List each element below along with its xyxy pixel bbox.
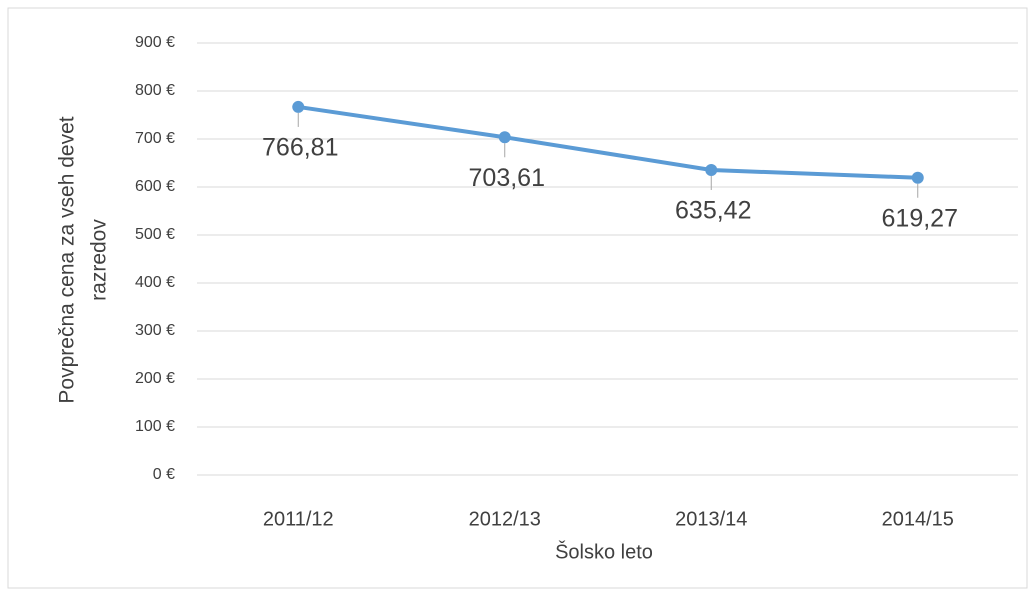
x-tick-label: 2014/15 [882, 508, 954, 530]
y-tick-label: 0 € [153, 466, 175, 483]
marker [498, 131, 511, 144]
y-tick-label: 100 € [135, 418, 175, 435]
y-tick-label: 400 € [135, 274, 175, 291]
y-axis-title: razredov [88, 219, 111, 301]
x-tick-label: 2013/14 [675, 508, 747, 530]
chart-border [7, 7, 1028, 589]
data-label: 635,42 [675, 197, 751, 225]
data-label: 703,61 [469, 164, 545, 192]
y-tick-label: 600 € [135, 178, 175, 195]
y-tick-label: 900 € [135, 34, 175, 51]
y-tick-label: 300 € [135, 322, 175, 339]
marker [705, 163, 718, 176]
y-axis-title: Povprečna cena za vseh devet [56, 116, 79, 403]
y-tick-label: 700 € [135, 130, 175, 147]
y-tick-label: 800 € [135, 82, 175, 99]
marker [911, 171, 924, 184]
x-tick-label: 2011/12 [263, 508, 334, 530]
x-tick-label: 2012/13 [469, 508, 541, 530]
data-label: 619,27 [882, 204, 958, 232]
y-tick-label: 500 € [135, 226, 175, 243]
line [297, 104, 918, 180]
y-tick-label: 200 € [135, 370, 175, 387]
x-axis-title: Šolsko leto [555, 540, 653, 563]
marker [292, 100, 305, 113]
data-label: 766,81 [262, 134, 338, 162]
